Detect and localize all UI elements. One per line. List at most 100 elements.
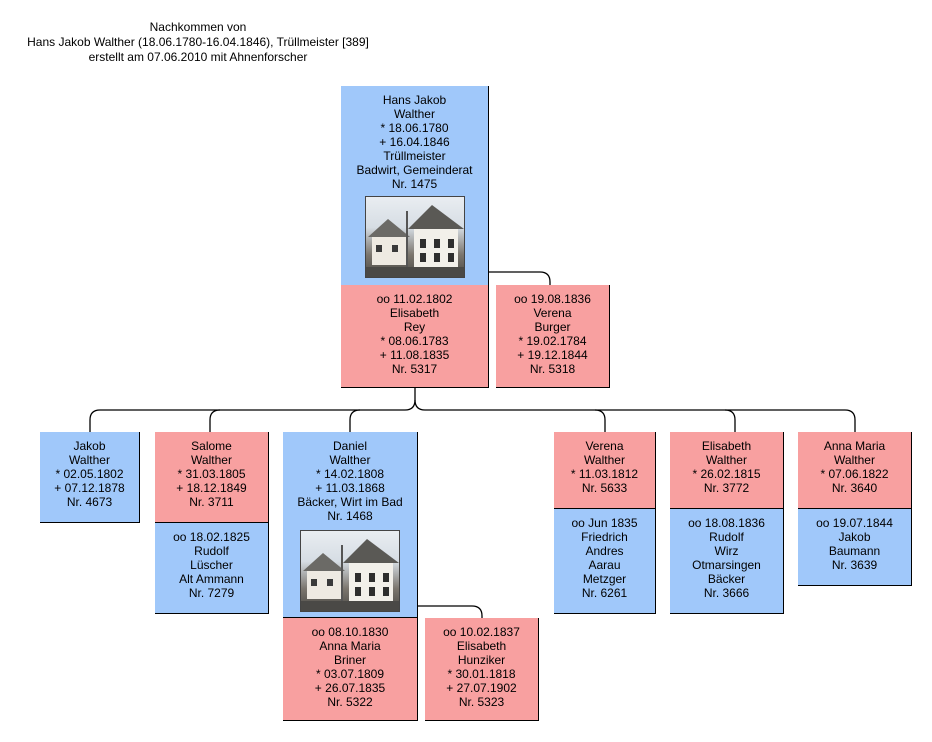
child-daniel-spouse-1-box[interactable]: oo 08.10.1830 Anna Maria Briner * 03.07.… [283,618,418,721]
given-name: Daniel [332,439,368,453]
given-name: Rudolf [709,530,744,544]
person-number: Nr. 3640 [831,481,878,495]
death-date: + 27.07.1902 [446,681,517,695]
person-number: Nr. 3711 [189,495,234,509]
death-date: + 11.08.1835 [379,348,450,362]
person-number: Nr. 7279 [188,586,235,600]
given-name: Jakob [838,530,871,544]
chart-title: Nachkommen von Hans Jakob Walther (18.06… [8,20,388,65]
given-name: Anna Maria [823,439,886,453]
birth-date: * 31.03.1805 [177,467,246,481]
given-name: Friedrich [581,530,628,544]
person-number: Nr. 5633 [581,481,628,495]
marriage-date: oo 10.02.1837 [443,625,520,639]
given-name: Rudolf [194,544,229,558]
title-line-1: Nachkommen von [149,20,247,34]
person-number: Nr. 3666 [703,586,750,600]
marriage-date: oo 19.07.1844 [816,516,893,530]
occupation: Bäcker [707,572,746,586]
person-number: Nr. 5322 [327,695,373,709]
child-jakob-box[interactable]: Jakob Walther * 02.05.1802 + 07.12.1878 … [40,432,140,523]
person-number: Nr. 1468 [327,509,373,523]
child-anna-maria-spouse-box[interactable]: oo 19.07.1844 Jakob Baumann Nr. 3639 [798,509,912,586]
given-name: Elisabeth [701,439,752,453]
given-name: Jakob [73,439,106,453]
surname: Lüscher [190,558,233,572]
house-photo-icon [366,205,464,277]
title-line-2: Hans Jakob Walther (18.06.1780-16.04.184… [27,35,369,49]
person-number: Nr. 5317 [391,362,438,376]
birth-date: * 30.01.1818 [447,667,516,681]
birth-date: * 14.02.1808 [315,467,385,481]
connector-family-children [89,388,416,432]
marriage-date: oo 11.02.1802 [376,292,453,306]
child-elisabeth-spouse-box[interactable]: oo 18.08.1836 Rudolf Wirz Otmarsingen Bä… [670,509,784,614]
root-birth: * 18.06.1780 [380,121,449,135]
surname: Wirz [714,544,739,558]
person-number: Nr. 4673 [66,495,113,509]
marriage-date: oo 19.08.1836 [514,292,591,306]
marriage-date: oo 18.08.1836 [688,516,765,530]
death-date: + 19.12.1844 [517,348,588,362]
death-date: + 07.12.1878 [54,481,125,495]
root-given-name: Hans Jakob [382,93,447,107]
child-verena-box[interactable]: Verena Walther * 11.03.1812 Nr. 5633 [554,432,656,509]
birth-date: * 08.06.1783 [380,334,449,348]
surname: Briner [333,653,366,667]
root-house-photo [365,196,465,278]
root-spouse-1-box[interactable]: oo 11.02.1802 Elisabeth Rey * 08.06.1783… [341,285,489,388]
person-number: Nr. 3639 [831,558,878,572]
child-verena-spouse-box[interactable]: oo Jun 1835 Friedrich Andres Aarau Metzg… [554,509,656,614]
death-date: + 26.07.1835 [314,681,386,695]
birth-date: * 19.02.1784 [518,334,587,348]
given-name: Verena [533,306,572,320]
connector-root-spouse2 [488,271,551,285]
root-death: + 16.04.1846 [379,135,450,149]
occupation: Metzger [582,572,627,586]
given-name: Elisabeth [389,306,440,320]
house-photo-icon [301,539,399,611]
place: Aarau [588,558,621,572]
child-anna-maria-box[interactable]: Anna Maria Walther * 07.06.1822 Nr. 3640 [798,432,912,509]
surname: Rey [403,320,426,334]
child-salome-spouse-box[interactable]: oo 18.02.1825 Rudolf Lüscher Alt Ammann … [155,523,269,614]
root-surname: Walther [394,107,435,121]
daniel-house-photo [300,530,400,612]
person-number: Nr. 6261 [581,586,628,600]
place: Otmarsingen [692,558,761,572]
title-line-3: erstellt am 07.06.2010 mit Ahnenforscher [88,50,308,64]
given-name: Verena [585,439,624,453]
root-number: Nr. 1475 [391,177,438,191]
death-date: + 11.03.1868 [315,481,385,495]
surname: Walther [706,453,747,467]
child-salome-box[interactable]: Salome Walther * 31.03.1805 + 18.12.1849… [155,432,269,523]
surname: Walther [191,453,232,467]
occupation: Bäcker, Wirt im Bad [297,495,403,509]
surname: Baumann [828,544,881,558]
connector-daniel-spouse2 [418,605,483,618]
person-number: Nr. 3772 [703,481,750,495]
birth-date: * 11.03.1812 [570,467,639,481]
given-name: Salome [191,439,232,453]
given-name: Anna Maria [319,639,381,653]
surname: Burger [534,320,571,334]
surname: Walther [584,453,625,467]
marriage-date: oo 08.10.1830 [311,625,389,639]
birth-date: * 26.02.1815 [692,467,761,481]
child-elisabeth-box[interactable]: Elisabeth Walther * 26.02.1815 Nr. 3772 [670,432,784,509]
marriage-date: oo 18.02.1825 [173,530,250,544]
birth-date: * 02.05.1802 [55,467,124,481]
surname: Walther [329,453,371,467]
child-daniel-spouse-2-box[interactable]: oo 10.02.1837 Elisabeth Hunziker * 30.01… [425,618,539,721]
surname: Andres [585,544,624,558]
person-number: Nr. 5318 [529,362,576,376]
marriage-date: oo Jun 1835 [571,516,638,530]
root-title: Trüllmeister [383,149,446,163]
person-number: Nr. 5323 [458,695,505,709]
surname: Hunziker [457,653,506,667]
surname: Walther [69,453,110,467]
occupation: Alt Ammann [179,572,244,586]
root-spouse-2-box[interactable]: oo 19.08.1836 Verena Burger * 19.02.1784… [496,285,610,388]
surname: Walther [834,453,875,467]
